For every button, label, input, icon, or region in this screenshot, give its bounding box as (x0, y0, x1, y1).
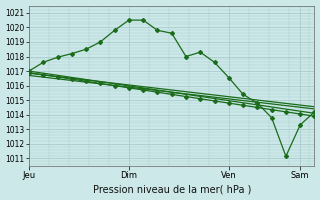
X-axis label: Pression niveau de la mer( hPa ): Pression niveau de la mer( hPa ) (92, 184, 251, 194)
